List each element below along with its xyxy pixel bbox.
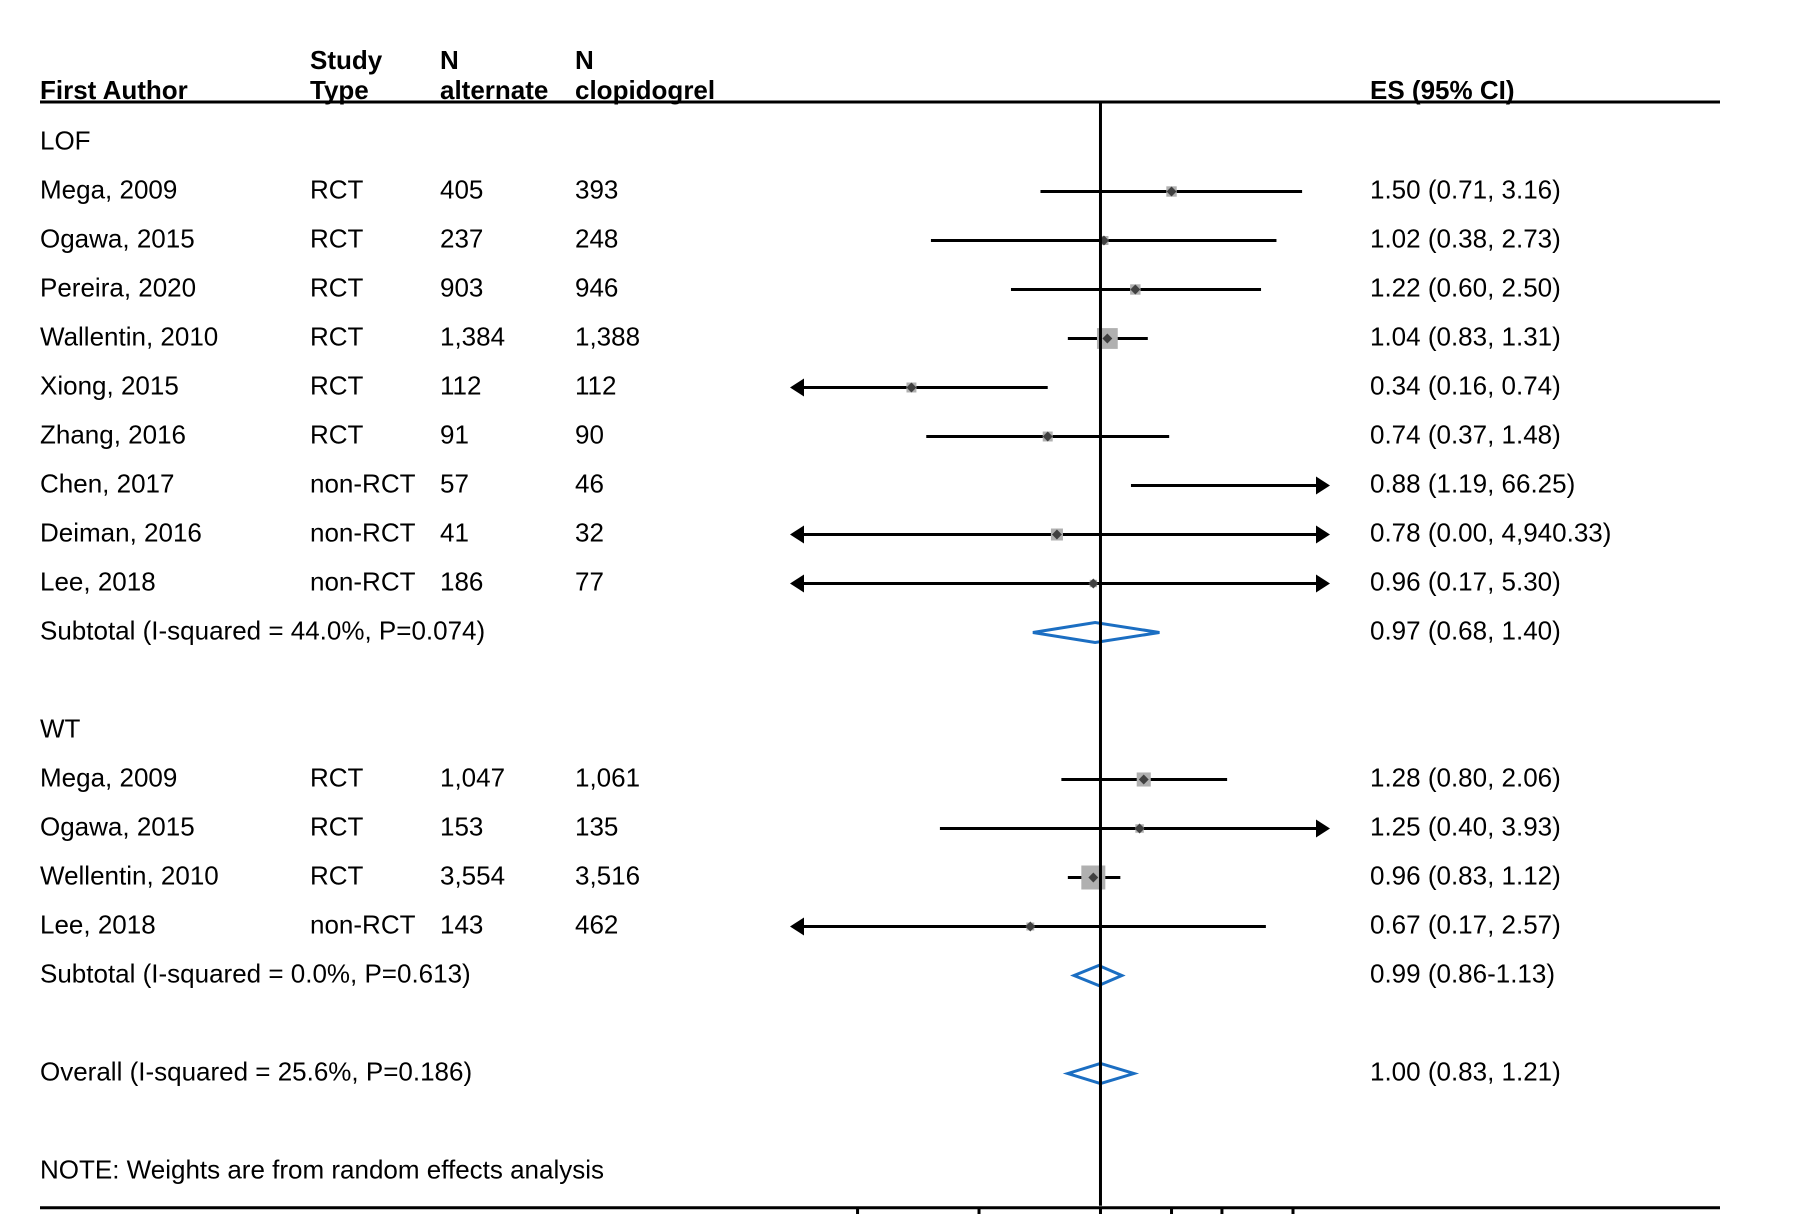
study-type-cell: RCT	[310, 811, 364, 841]
n-clopidogrel-cell: 3,516	[575, 860, 640, 890]
summary-es: 0.97 (0.68, 1.40)	[1370, 615, 1561, 645]
n-alternate-cell: 91	[440, 419, 469, 449]
arrow-right-icon	[1316, 477, 1330, 495]
arrow-right-icon	[1316, 526, 1330, 544]
es-cell: 1.50 (0.71, 3.16)	[1370, 174, 1561, 204]
study-type-cell: RCT	[310, 419, 364, 449]
study-type-cell: RCT	[310, 223, 364, 253]
n-clopidogrel-cell: 135	[575, 811, 618, 841]
column-header: First Author	[40, 75, 188, 105]
es-cell: 0.74 (0.37, 1.48)	[1370, 419, 1561, 449]
study-type-cell: non-RCT	[310, 909, 416, 939]
n-clopidogrel-cell: 946	[575, 272, 618, 302]
summary-es: 1.00 (0.83, 1.21)	[1370, 1056, 1561, 1086]
arrow-left-icon	[790, 379, 804, 397]
summary-es: 0.99 (0.86-1.13)	[1370, 958, 1555, 988]
study-type-cell: RCT	[310, 321, 364, 351]
n-clopidogrel-cell: 248	[575, 223, 618, 253]
n-clopidogrel-cell: 1,061	[575, 762, 640, 792]
study-type-cell: non-RCT	[310, 566, 416, 596]
study-type-cell: RCT	[310, 370, 364, 400]
footnote: NOTE: Weights are from random effects an…	[40, 1154, 604, 1184]
es-cell: 1.25 (0.40, 3.93)	[1370, 811, 1561, 841]
author-cell: Lee, 2018	[40, 566, 156, 596]
n-alternate-cell: 186	[440, 566, 483, 596]
es-cell: 1.28 (0.80, 2.06)	[1370, 762, 1561, 792]
n-alternate-cell: 903	[440, 272, 483, 302]
group-label: LOF	[40, 125, 91, 155]
arrow-left-icon	[790, 575, 804, 593]
author-cell: Mega, 2009	[40, 174, 177, 204]
author-cell: Ogawa, 2015	[40, 223, 195, 253]
summary-diamond	[1074, 966, 1122, 986]
n-clopidogrel-cell: 462	[575, 909, 618, 939]
n-alternate-cell: 143	[440, 909, 483, 939]
author-cell: Ogawa, 2015	[40, 811, 195, 841]
study-type-cell: RCT	[310, 174, 364, 204]
column-header: Type	[310, 75, 369, 105]
n-alternate-cell: 57	[440, 468, 469, 498]
summary-label: Subtotal (I-squared = 44.0%, P=0.074)	[40, 615, 485, 645]
es-cell: 1.04 (0.83, 1.31)	[1370, 321, 1561, 351]
summary-label: Subtotal (I-squared = 0.0%, P=0.613)	[40, 958, 471, 988]
author-cell: Lee, 2018	[40, 909, 156, 939]
es-cell: 1.22 (0.60, 2.50)	[1370, 272, 1561, 302]
n-clopidogrel-cell: 77	[575, 566, 604, 596]
author-cell: Zhang, 2016	[40, 419, 186, 449]
study-type-cell: non-RCT	[310, 517, 416, 547]
arrow-right-icon	[1316, 820, 1330, 838]
n-clopidogrel-cell: 1,388	[575, 321, 640, 351]
arrow-left-icon	[790, 918, 804, 936]
n-clopidogrel-cell: 112	[575, 370, 616, 400]
study-type-cell: non-RCT	[310, 468, 416, 498]
es-cell: 0.96 (0.17, 5.30)	[1370, 566, 1561, 596]
n-clopidogrel-cell: 90	[575, 419, 604, 449]
n-alternate-cell: 1,384	[440, 321, 505, 351]
n-clopidogrel-cell: 32	[575, 517, 604, 547]
forest-plot: First AuthorStudyTypeNalternateNclopidog…	[0, 0, 1800, 1214]
author-cell: Chen, 2017	[40, 468, 174, 498]
es-cell: 0.96 (0.83, 1.12)	[1370, 860, 1561, 890]
arrow-right-icon	[1316, 575, 1330, 593]
column-header: clopidogrel	[575, 75, 715, 105]
es-cell: 0.67 (0.17, 2.57)	[1370, 909, 1561, 939]
author-cell: Deiman, 2016	[40, 517, 202, 547]
n-alternate-cell: 41	[440, 517, 469, 547]
column-header: ES (95% CI)	[1370, 75, 1515, 105]
es-cell: 0.78 (0.00, 4,940.33)	[1370, 517, 1611, 547]
n-alternate-cell: 153	[440, 811, 483, 841]
n-clopidogrel-cell: 393	[575, 174, 618, 204]
column-header: N	[575, 45, 594, 75]
author-cell: Xiong, 2015	[40, 370, 179, 400]
author-cell: Wellentin, 2010	[40, 860, 219, 890]
n-alternate-cell: 3,554	[440, 860, 505, 890]
author-cell: Wallentin, 2010	[40, 321, 218, 351]
summary-diamond	[1033, 623, 1160, 643]
column-header: alternate	[440, 75, 548, 105]
column-header: N	[440, 45, 459, 75]
column-header: Study	[310, 45, 383, 75]
n-alternate-cell: 112	[440, 370, 481, 400]
es-cell: 1.02 (0.38, 2.73)	[1370, 223, 1561, 253]
summary-label: Overall (I-squared = 25.6%, P=0.186)	[40, 1056, 472, 1086]
study-type-cell: RCT	[310, 860, 364, 890]
study-type-cell: RCT	[310, 272, 364, 302]
n-alternate-cell: 405	[440, 174, 483, 204]
n-alternate-cell: 1,047	[440, 762, 505, 792]
es-cell: 0.88 (1.19, 66.25)	[1370, 468, 1575, 498]
author-cell: Pereira, 2020	[40, 272, 196, 302]
n-clopidogrel-cell: 46	[575, 468, 604, 498]
author-cell: Mega, 2009	[40, 762, 177, 792]
es-cell: 0.34 (0.16, 0.74)	[1370, 370, 1561, 400]
arrow-left-icon	[790, 526, 804, 544]
group-label: WT	[40, 713, 81, 743]
n-alternate-cell: 237	[440, 223, 483, 253]
study-type-cell: RCT	[310, 762, 364, 792]
